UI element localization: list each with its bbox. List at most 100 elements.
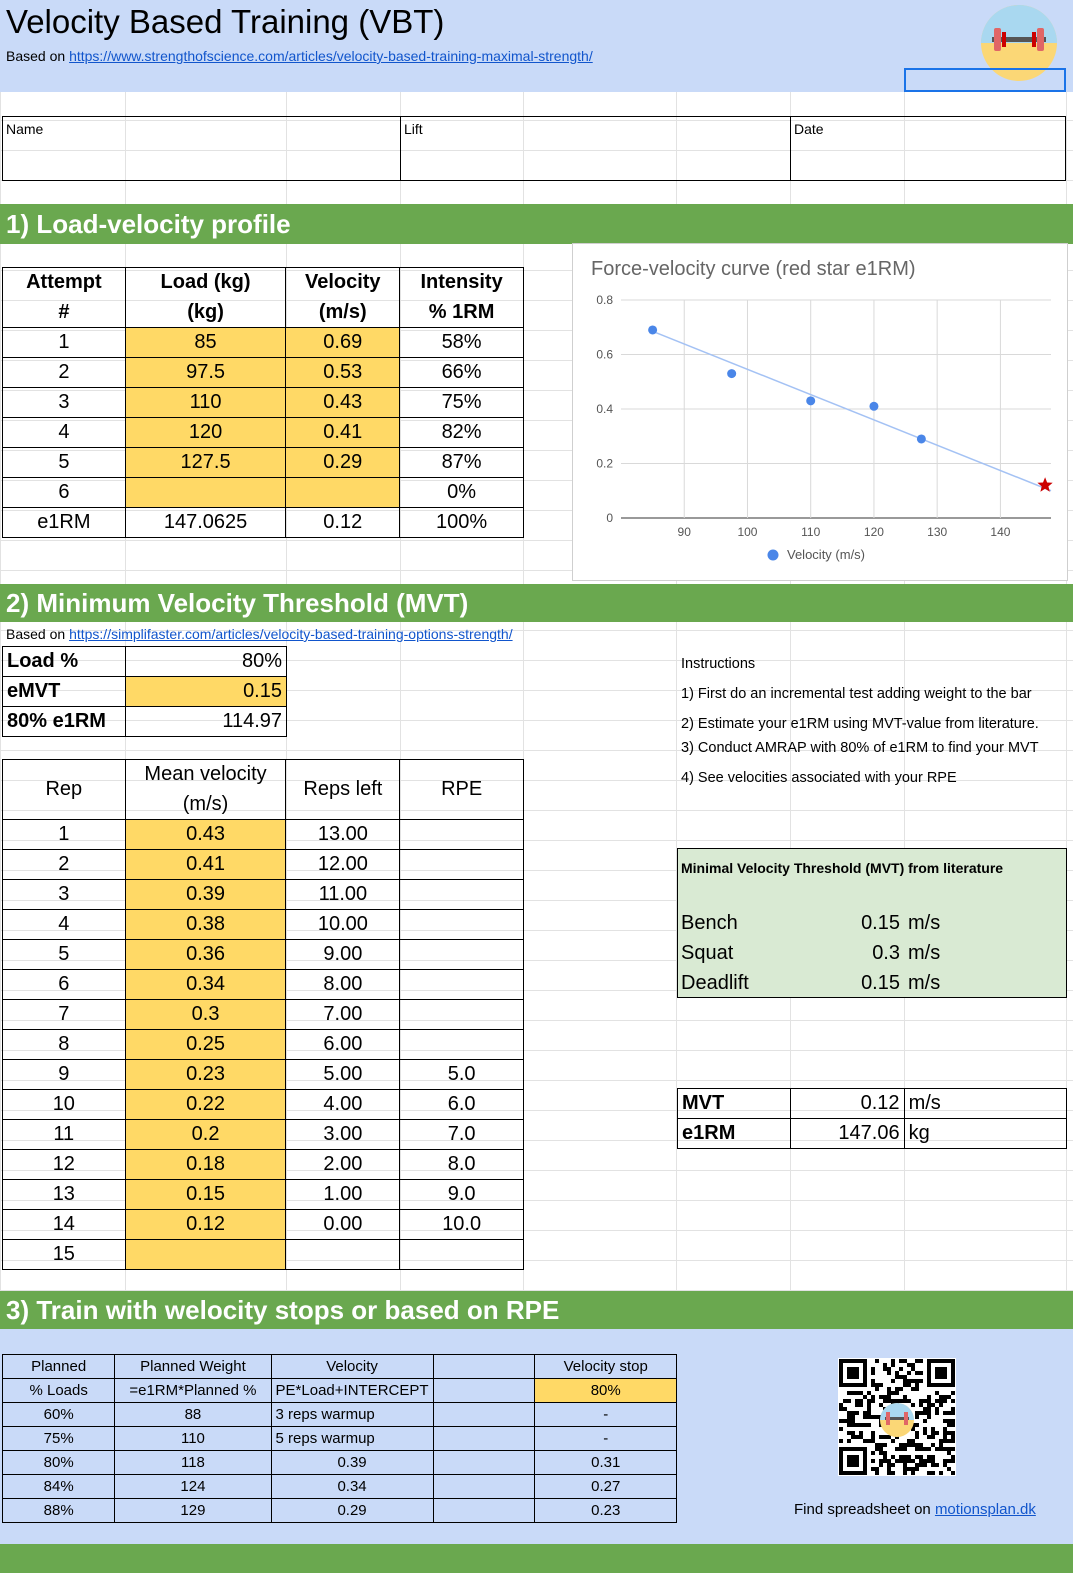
table-row: 12 0.18 2.00 8.0 xyxy=(2,1149,524,1180)
attempt-cell: 3 xyxy=(2,387,126,418)
rep-cell: 4 xyxy=(2,909,126,940)
plan-stop: 0.23 xyxy=(534,1498,677,1523)
table-row: 4 120 0.41 82% xyxy=(2,417,524,448)
mean-velocity-input[interactable] xyxy=(124,1239,287,1270)
mean-velocity-input[interactable]: 0.34 xyxy=(124,969,287,1000)
lit-unit-squat: m/s xyxy=(908,942,941,964)
col-intensity-header: Intensity xyxy=(399,267,524,298)
load-input[interactable]: 85 xyxy=(124,327,287,358)
instruction-step: 3) Conduct AMRAP with 80% of e1RM to fin… xyxy=(681,740,1039,756)
table-row: 2 0.41 12.00 xyxy=(2,849,524,880)
mvt-result-label: MVT xyxy=(677,1088,791,1119)
table-row: 5 127.5 0.29 87% xyxy=(2,447,524,478)
mvt-params-table: Load % 80% eMVT 0.15 80% e1RM 114.97 xyxy=(2,646,288,737)
plan-header xyxy=(432,1354,536,1379)
plan-pct: 88% xyxy=(1,1498,116,1523)
load-input[interactable]: 127.5 xyxy=(124,447,287,478)
rep-cell: 15 xyxy=(2,1239,126,1270)
load-input[interactable]: 120 xyxy=(124,417,287,448)
lift-label: Lift xyxy=(404,121,423,137)
reps-left-cell: 1.00 xyxy=(285,1179,401,1210)
mean-velocity-input[interactable]: 0.22 xyxy=(124,1089,287,1120)
velocity-input[interactable]: 0.43 xyxy=(285,387,401,418)
plan-velocity: 0.34 xyxy=(270,1474,434,1499)
motionsplan-link[interactable]: motionsplan.dk xyxy=(934,1501,1036,1518)
table-row: 84% 124 0.34 0.27 xyxy=(1,1474,677,1499)
intensity-cell: 75% xyxy=(399,387,524,418)
intensity-cell: 87% xyxy=(399,447,524,478)
load-input[interactable] xyxy=(124,477,287,508)
table-row: 2 97.5 0.53 66% xyxy=(2,357,524,388)
mean-velocity-input[interactable]: 0.2 xyxy=(124,1119,287,1150)
plan-header: Velocity xyxy=(270,1354,434,1379)
plan-velocity: 0.29 xyxy=(270,1498,434,1523)
section1-band xyxy=(0,204,1073,244)
mean-velocity-input[interactable]: 0.38 xyxy=(124,909,287,940)
source-line: Based on https://www.strengthofscience.c… xyxy=(6,48,593,64)
plan-stop: - xyxy=(534,1426,677,1451)
section2-band xyxy=(0,584,1073,622)
mean-velocity-input[interactable]: 0.15 xyxy=(124,1179,287,1210)
load-pct-input[interactable]: 80% xyxy=(124,646,288,677)
page-title: Velocity Based Training (VBT) xyxy=(6,3,445,40)
rpe-cell: 6.0 xyxy=(399,1089,524,1120)
velocity-input[interactable]: 0.69 xyxy=(285,327,401,358)
intensity-cell: 58% xyxy=(399,327,524,358)
velocity-input[interactable]: 0.29 xyxy=(285,447,401,478)
plan-pct: 84% xyxy=(1,1474,116,1499)
mean-velocity-input[interactable]: 0.18 xyxy=(124,1149,287,1180)
force-velocity-chart[interactable]: Force-velocity curve (red star e1RM) 0 0.… xyxy=(572,243,1068,581)
reps-left-cell: 0.00 xyxy=(285,1209,401,1240)
e1rm-intensity: 100% xyxy=(399,507,524,538)
load-velocity-table: Attempt Load (kg) Velocity Intensity # (… xyxy=(2,267,524,538)
data-point xyxy=(869,401,879,411)
e1rm-result-label: e1RM xyxy=(677,1118,791,1149)
source-link-2[interactable]: https://simplifaster.com/articles/veloci… xyxy=(69,626,513,642)
attempt-cell: 4 xyxy=(2,417,126,448)
rep-cell: 9 xyxy=(2,1059,126,1090)
table-row: 75% 110 5 reps warmup - xyxy=(1,1426,677,1451)
velocity-stop-input[interactable]: 80% xyxy=(534,1378,677,1403)
reps-left-cell: 8.00 xyxy=(285,969,401,1000)
intensity-cell: 0% xyxy=(399,477,524,508)
rpe-cell xyxy=(399,909,524,940)
plan-weight: 88 xyxy=(114,1402,272,1427)
rpe-cell: 9.0 xyxy=(399,1179,524,1210)
barbell-logo-icon xyxy=(980,4,1058,82)
source-link[interactable]: https://www.strengthofscience.com/articl… xyxy=(69,48,593,64)
table-row: 80% 118 0.39 0.31 xyxy=(1,1450,677,1475)
mean-velocity-input[interactable]: 0.41 xyxy=(124,849,287,880)
load-input[interactable]: 97.5 xyxy=(124,357,287,388)
selected-cell[interactable] xyxy=(904,68,1066,92)
mean-velocity-input[interactable]: 0.3 xyxy=(124,999,287,1030)
plan-weight: 124 xyxy=(114,1474,272,1499)
rpe-cell: 10.0 xyxy=(399,1209,524,1240)
plan-subheader: PE*Load+INTERCEPT xyxy=(270,1378,434,1403)
reps-left-cell: 11.00 xyxy=(285,879,401,910)
instructions-title: Instructions xyxy=(681,656,756,672)
name-field[interactable] xyxy=(2,140,400,180)
legend-label: Velocity (m/s) xyxy=(787,547,865,562)
rep-cell: 6 xyxy=(2,969,126,1000)
velocity-input[interactable] xyxy=(285,477,401,508)
mean-velocity-input[interactable]: 0.43 xyxy=(124,819,287,850)
qr-code-icon xyxy=(838,1358,956,1476)
mean-velocity-input[interactable]: 0.23 xyxy=(124,1059,287,1090)
plan-header: Planned Weight xyxy=(114,1354,272,1379)
find-spreadsheet-line: Find spreadsheet on motionsplan.dk xyxy=(794,1501,1036,1518)
reps-left-cell: 6.00 xyxy=(285,1029,401,1060)
date-label: Date xyxy=(794,121,824,137)
velocity-input[interactable]: 0.41 xyxy=(285,417,401,448)
lift-field[interactable] xyxy=(401,140,790,180)
reps-left-cell xyxy=(285,1239,401,1270)
emvt-input[interactable]: 0.15 xyxy=(124,676,288,707)
lit-lift-bench: Bench xyxy=(681,912,738,934)
load-input[interactable]: 110 xyxy=(124,387,287,418)
date-field[interactable] xyxy=(791,140,1066,180)
mean-velocity-input[interactable]: 0.39 xyxy=(124,879,287,910)
mean-velocity-input[interactable]: 0.25 xyxy=(124,1029,287,1060)
mean-velocity-input[interactable]: 0.12 xyxy=(124,1209,287,1240)
rpe-cell xyxy=(399,939,524,970)
mean-velocity-input[interactable]: 0.36 xyxy=(124,939,287,970)
velocity-input[interactable]: 0.53 xyxy=(285,357,401,388)
